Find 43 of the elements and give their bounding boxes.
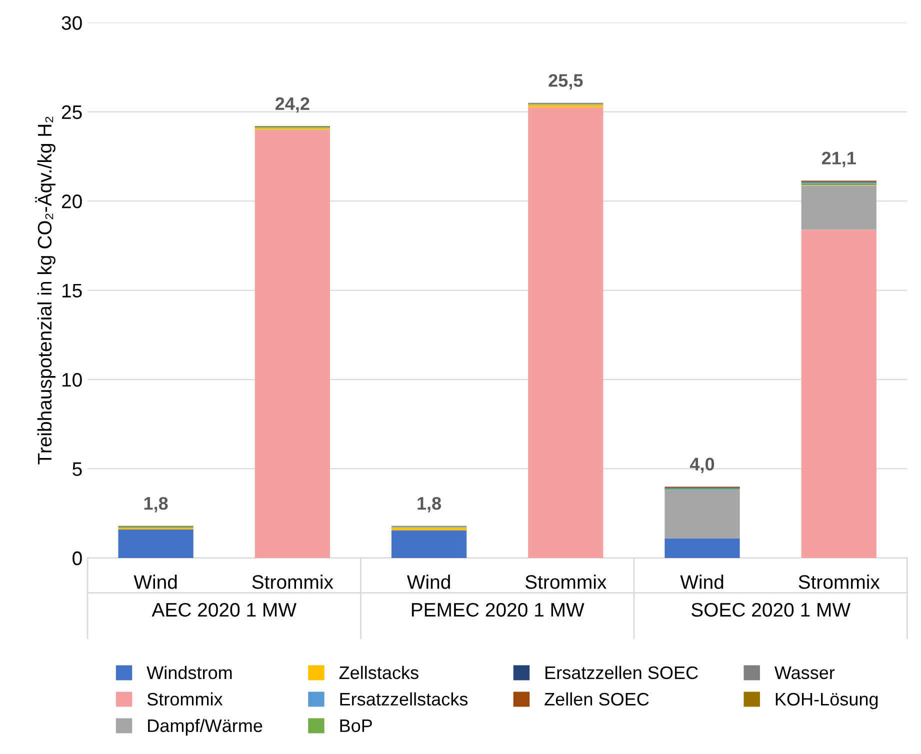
text: SOEC 2020 1 MW: [691, 602, 850, 617]
x-tick-label: Wind: [406, 574, 450, 589]
bar: [118, 529, 194, 558]
legend-label: KOH-Lösung: [776, 692, 878, 710]
total-label: 1,8: [418, 496, 442, 512]
legend-label: Zellstacks: [339, 666, 418, 680]
x-tick-label: Strommix: [525, 574, 606, 589]
y-tick-label: 10: [62, 372, 82, 387]
total-label: 1,8: [144, 496, 168, 512]
total-label: 25,5: [548, 74, 583, 90]
bar: [528, 107, 604, 558]
bar: [254, 130, 330, 558]
bar: [664, 490, 740, 538]
bar: [664, 538, 740, 558]
y-tick-label: 25: [62, 105, 82, 120]
total-label: 21,1: [822, 152, 856, 168]
bar: [801, 186, 876, 230]
legend-label: Wasser: [774, 666, 835, 680]
y-tick-label: 30: [62, 16, 82, 30]
legend-label: BoP: [340, 720, 372, 732]
x-tick-label: Wind: [134, 574, 177, 589]
legend-label: Zellen SOEC: [544, 692, 649, 706]
bar: [391, 528, 467, 530]
text: AEC 2020 1 MW: [152, 602, 296, 617]
y-tick-label: 20: [62, 194, 82, 208]
y-axis-title: Treibhauspotenzial in kg CO₂-Äqv./kg H₂: [35, 116, 56, 464]
x-tick-label: Wind: [680, 574, 724, 589]
bar: [391, 530, 467, 558]
x-tick-label: Strommix: [798, 574, 880, 589]
y-tick-label: 5: [72, 462, 82, 476]
y-tick-label: 0: [72, 551, 82, 566]
legend-label: Ersatzzellstacks: [340, 692, 468, 706]
text: PEMEC 2020 1 MW: [412, 602, 584, 617]
legend-label: Windstrom: [146, 666, 232, 680]
bar: [801, 230, 876, 558]
legend-label: Dampf/Wärme: [148, 718, 262, 736]
bar: [528, 104, 604, 108]
total-label: 4,0: [690, 458, 714, 474]
total-label: 24,2: [275, 97, 310, 113]
legend-label: Strommix: [147, 692, 223, 706]
x-tick-label: Strommix: [252, 574, 334, 589]
y-tick-label: 15: [62, 284, 82, 298]
legend-label: Ersatzzellen SOEC: [546, 666, 698, 680]
